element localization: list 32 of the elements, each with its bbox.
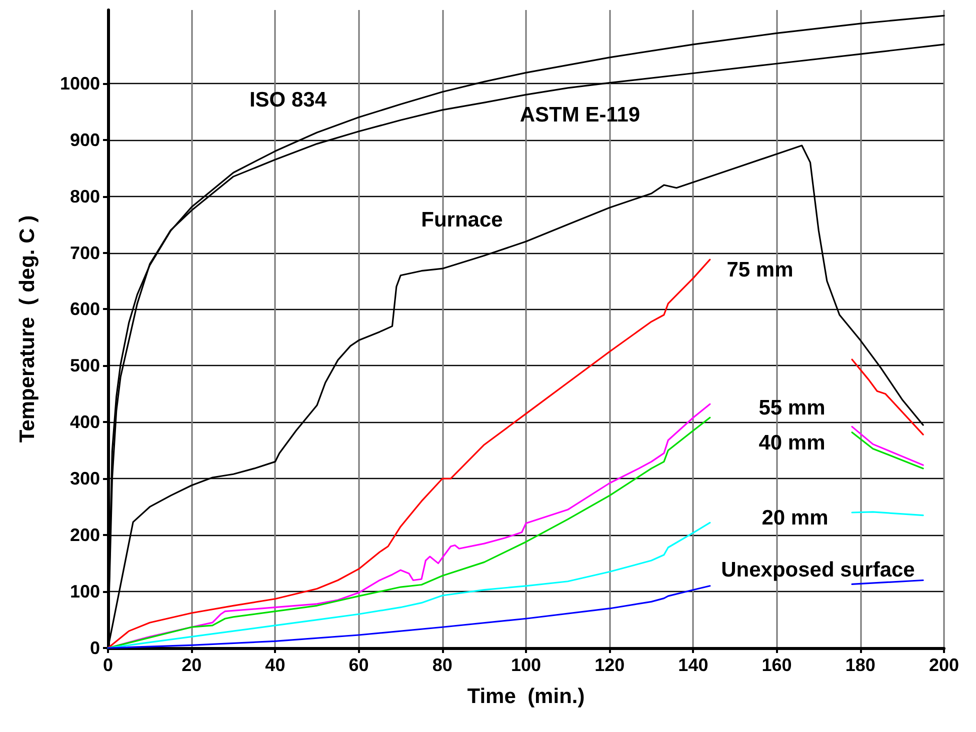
x-tick-label: 20 bbox=[182, 655, 202, 675]
x-tick-label: 60 bbox=[348, 655, 369, 675]
series-label: Furnace bbox=[421, 208, 503, 232]
x-tick-label: 120 bbox=[594, 655, 625, 675]
x-tick-label: 100 bbox=[510, 655, 542, 675]
y-tick-label: 200 bbox=[70, 525, 100, 546]
series-label: ASTM E-119 bbox=[520, 104, 640, 126]
series-label: 75 mm bbox=[726, 258, 794, 282]
series-label: 40 mm bbox=[758, 432, 826, 454]
series-label: 20 mm bbox=[762, 506, 828, 530]
y-tick-label: 100 bbox=[70, 582, 100, 602]
series-label: Unexposed surface bbox=[721, 558, 915, 582]
series-label: 55 mm bbox=[758, 396, 826, 420]
y-tick-label: 1000 bbox=[60, 73, 100, 94]
y-tick-label: 900 bbox=[70, 130, 100, 150]
y-tick-label: 400 bbox=[70, 412, 100, 432]
y-tick-label: 0 bbox=[90, 638, 100, 658]
y-tick-label: 300 bbox=[70, 468, 100, 489]
y-tick-label: 800 bbox=[70, 186, 100, 206]
y-tick-label: 500 bbox=[70, 356, 100, 376]
y-tick-label: 700 bbox=[70, 242, 100, 263]
y-axis-title: Temperature ( deg. C ) bbox=[16, 215, 39, 443]
x-tick-label: 0 bbox=[102, 655, 114, 675]
series-label: ISO 834 bbox=[249, 88, 327, 112]
x-tick-label: 200 bbox=[928, 655, 960, 675]
x-tick-label: 140 bbox=[678, 655, 708, 675]
x-tick-label: 40 bbox=[265, 655, 286, 675]
x-tick-label: 160 bbox=[762, 655, 792, 675]
y-tick-label: 600 bbox=[70, 299, 100, 320]
x-tick-label: 80 bbox=[432, 655, 452, 675]
x-axis-title: Time (min.) bbox=[467, 685, 585, 708]
x-tick-label: 180 bbox=[845, 655, 876, 675]
